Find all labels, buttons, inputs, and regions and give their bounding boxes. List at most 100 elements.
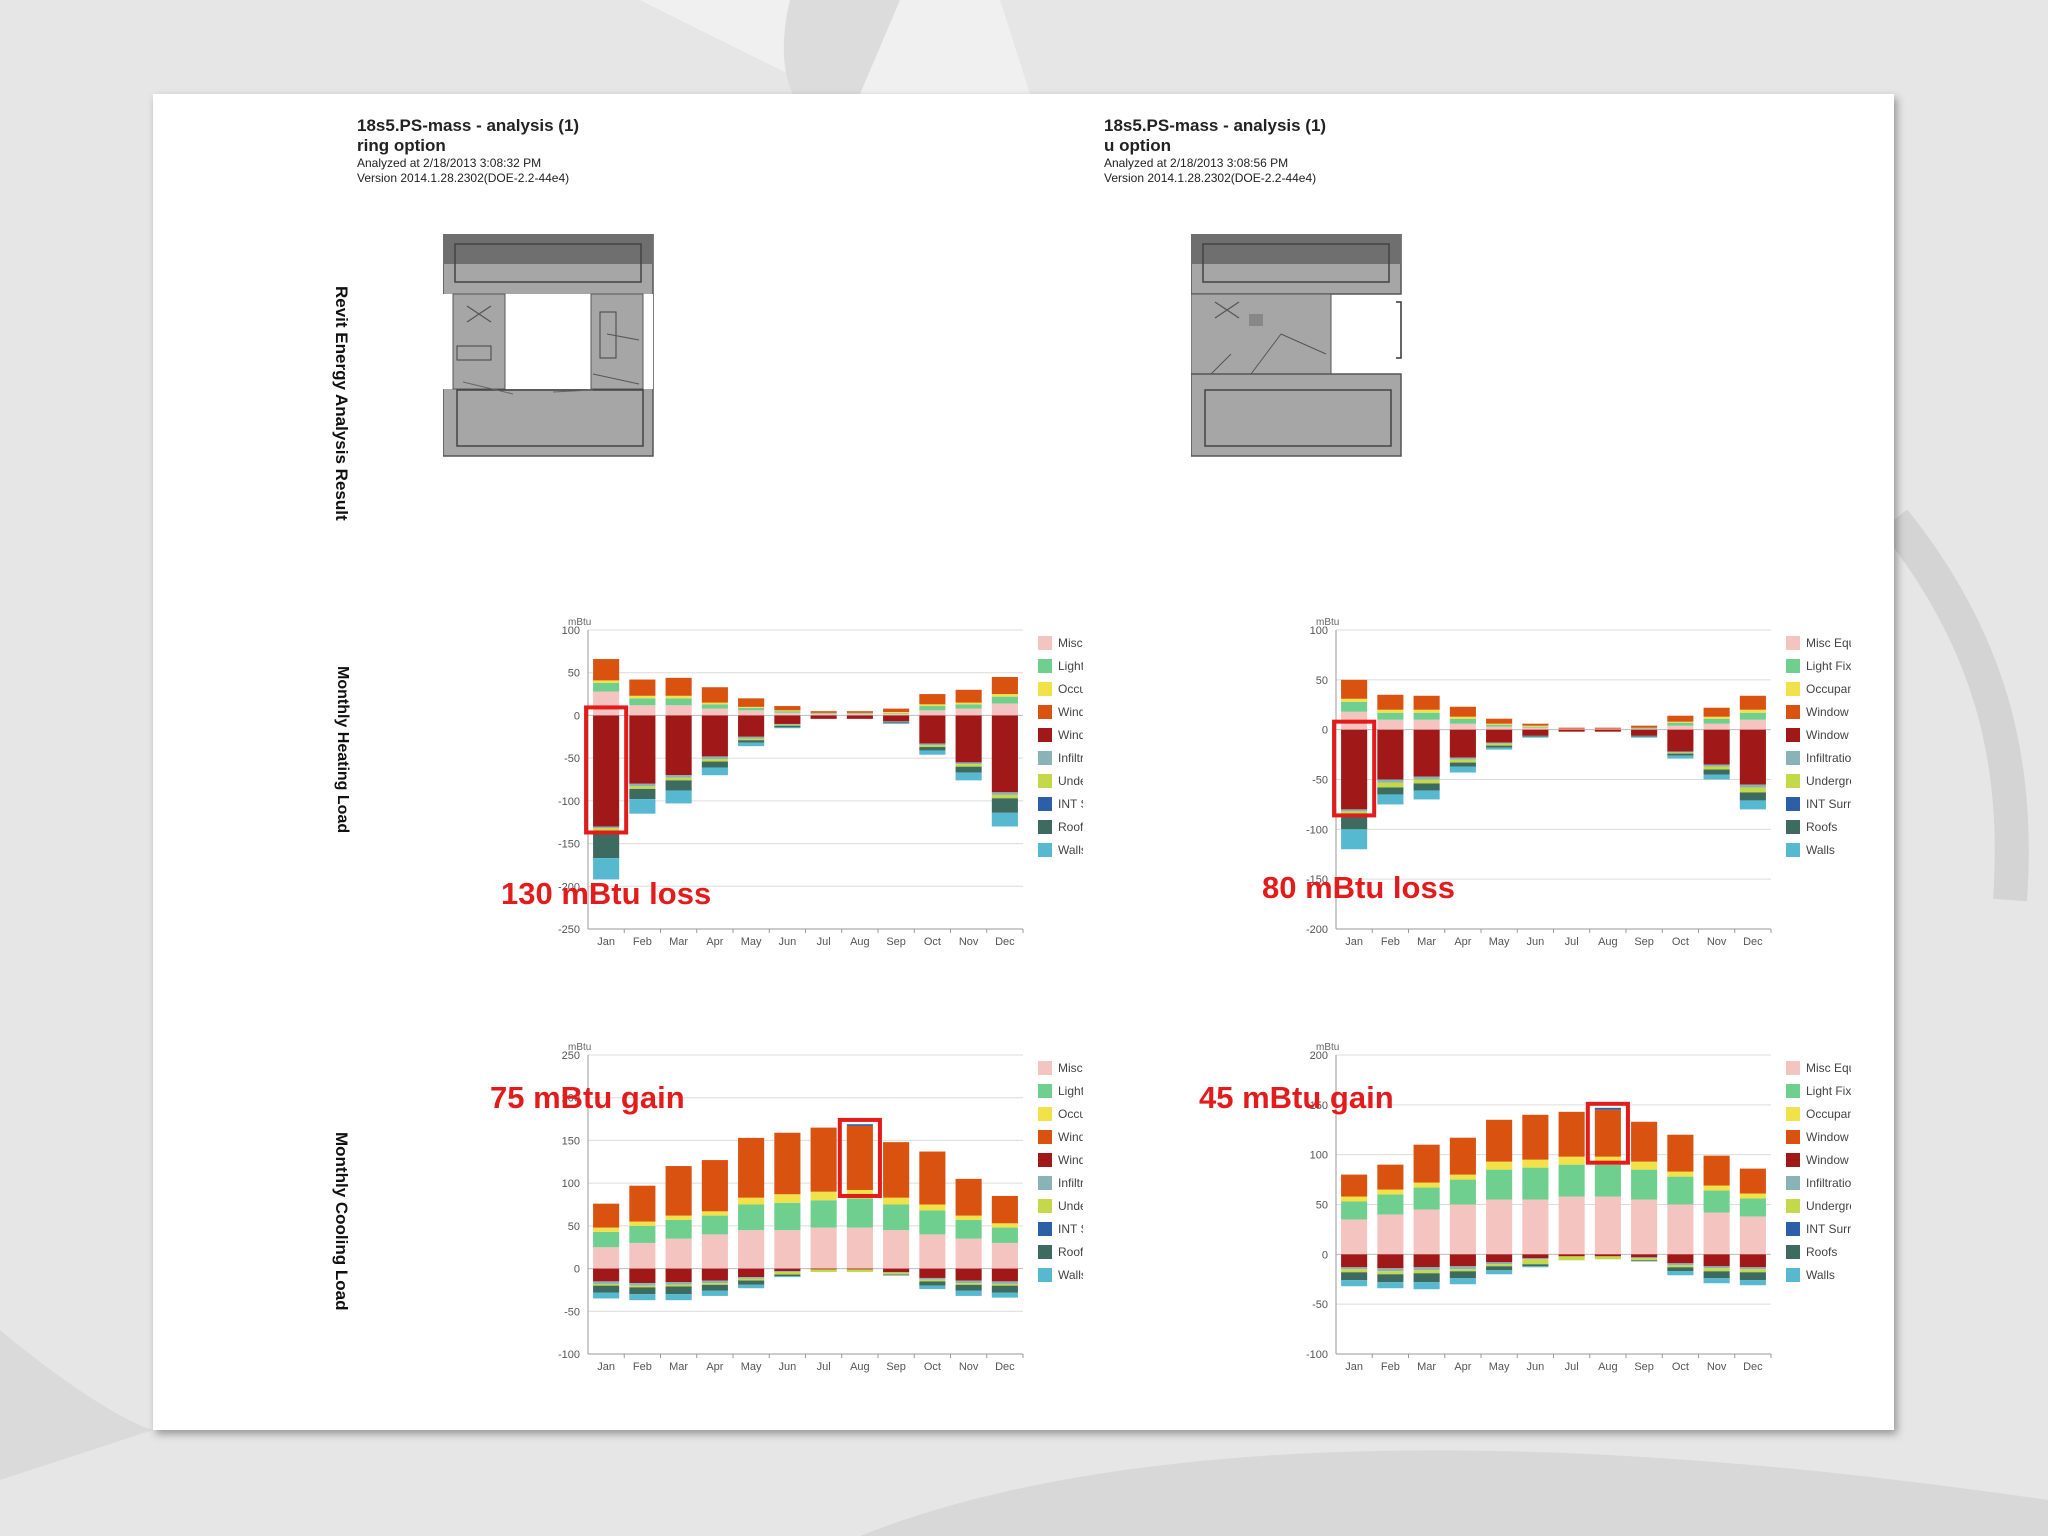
bar-window-conductive-aug	[846, 715, 873, 719]
bar-occupants-jun	[1522, 1159, 1549, 1168]
bar-underground-surroundings-jan	[1341, 1269, 1368, 1273]
bar-light-fixtures-jul	[810, 712, 837, 714]
x-tick-label: Feb	[1381, 936, 1400, 948]
bar-window-solar-mar	[1413, 695, 1440, 710]
legend-label-window-solar: Window Sola	[1806, 1130, 1851, 1144]
bar-window-solar-oct	[919, 1151, 946, 1205]
bar-misc-equipment-dec	[991, 703, 1018, 716]
bar-underground-surroundings-dec	[991, 794, 1018, 799]
bar-light-fixtures-dec	[1739, 1198, 1766, 1217]
x-tick-label: Dec	[1743, 936, 1763, 948]
x-tick-label: Aug	[1598, 1361, 1618, 1373]
bar-misc-equipment-dec	[991, 1242, 1018, 1269]
bar-walls-dec	[1739, 1280, 1766, 1286]
legend-label-underground-surroundings: Underground	[1806, 774, 1851, 788]
bar-occupants-oct	[919, 1204, 946, 1211]
bar-window-solar-aug	[846, 1125, 873, 1190]
bar-window-solar-feb	[1377, 1164, 1404, 1190]
bar-window-solar-nov	[955, 689, 982, 703]
legend-label-infiltration: Infiltration	[1806, 751, 1851, 765]
bar-infiltration-feb	[629, 1283, 656, 1286]
bar-window-solar-jun	[774, 706, 801, 711]
x-tick-label: Sep	[886, 1361, 906, 1373]
bar-window-solar-apr	[701, 1160, 728, 1212]
bar-underground-surroundings-jul	[810, 1269, 837, 1272]
bar-window-conductive-dec	[991, 1268, 1018, 1282]
bar-occupants-dec	[1739, 1193, 1766, 1199]
bar-misc-equipment-aug	[846, 1227, 873, 1269]
bar-light-fixtures-mar	[1413, 712, 1440, 720]
legend-label-occupants: Occupants	[1806, 682, 1851, 696]
bar-window-solar-oct	[1667, 1134, 1694, 1172]
bar-roofs-dec	[1739, 1272, 1766, 1281]
bar-light-fixtures-jul	[810, 1200, 837, 1228]
bar-roofs-jan	[593, 832, 620, 859]
header-u-option: 18s5.PS-mass - analysis (1) u option Ana…	[1104, 116, 1326, 186]
bar-walls-jun	[774, 1276, 801, 1278]
bar-light-fixtures-nov	[1703, 1190, 1730, 1213]
bar-misc-equipment-feb	[629, 705, 656, 716]
y-tick-label: 50	[568, 668, 580, 680]
bar-window-conductive-nov	[955, 1268, 982, 1281]
bar-light-fixtures-may	[738, 1204, 765, 1231]
bar-window-conductive-nov	[1703, 1254, 1730, 1267]
bar-misc-equipment-aug	[1594, 728, 1621, 730]
bar-underground-surroundings-nov	[955, 1283, 982, 1285]
bar-underground-surroundings-nov	[1703, 766, 1730, 770]
bar-infiltration-oct	[919, 1277, 946, 1280]
legend-swatch-light-fixtures	[1786, 659, 1800, 673]
bar-occupants-mar	[665, 1215, 692, 1220]
bar-infiltration-oct	[1667, 751, 1694, 753]
bar-underground-surroundings-feb	[1377, 1271, 1404, 1275]
bar-window-conductive-feb	[1377, 729, 1404, 780]
bar-window-conductive-oct	[1667, 1254, 1694, 1264]
y-tick-label: 150	[562, 1135, 580, 1147]
bar-occupants-jan	[593, 1227, 620, 1232]
bar-window-conductive-jul	[1558, 729, 1585, 732]
bar-occupants-may	[1486, 1161, 1513, 1170]
bar-window-solar-may	[1486, 718, 1513, 724]
bar-underground-surroundings-nov	[955, 764, 982, 767]
bar-light-fixtures-dec	[991, 696, 1018, 704]
bar-light-fixtures-apr	[701, 1215, 728, 1235]
x-tick-label: Jan	[597, 1361, 615, 1373]
bar-underground-surroundings-nov	[1703, 1268, 1730, 1272]
y-tick-label: 100	[562, 625, 580, 637]
x-tick-label: Oct	[1672, 936, 1689, 948]
bar-infiltration-may	[738, 1277, 765, 1279]
callout-heating-u: 80 mBtu loss	[1262, 870, 1455, 905]
bar-infiltration-apr	[701, 1280, 728, 1284]
legend-label-walls: Walls	[1058, 843, 1083, 857]
bar-walls-mar	[665, 790, 692, 804]
y-tick-label: 200	[1310, 1050, 1328, 1062]
bar-window-conductive-jun	[1522, 729, 1549, 736]
bar-occupants-sep	[883, 1197, 910, 1205]
x-tick-label: Feb	[633, 936, 652, 948]
bar-window-solar-feb	[629, 679, 656, 696]
y-axis-unit-label: mBtu	[568, 617, 591, 628]
bar-infiltration-oct	[1667, 1263, 1694, 1266]
floor-plan-u-option	[1191, 234, 1402, 457]
y-tick-label: 100	[562, 1178, 580, 1190]
legend-label-occupants: Occupants	[1058, 1107, 1083, 1121]
bar-window-solar-feb	[1377, 694, 1404, 710]
x-tick-label: Nov	[1707, 1361, 1727, 1373]
bar-walls-may	[1486, 747, 1513, 750]
bar-light-fixtures-feb	[1377, 1194, 1404, 1215]
bar-roofs-jun	[774, 1274, 801, 1277]
bar-roofs-oct	[1667, 1267, 1694, 1272]
bar-light-fixtures-apr	[701, 704, 728, 709]
bar-roofs-feb	[629, 1287, 656, 1295]
bar-int-surroundings-aug	[1594, 1107, 1621, 1110]
legend-label-misc-equipment: Misc Equipment	[1058, 1061, 1083, 1075]
bar-underground-surroundings-apr	[1449, 1269, 1476, 1272]
x-tick-label: Jun	[1527, 1361, 1545, 1373]
bar-walls-apr	[1449, 1278, 1476, 1285]
bar-misc-equipment-apr	[701, 708, 728, 716]
legend-label-roofs: Roofs	[1806, 1245, 1837, 1259]
y-tick-label: -50	[564, 1306, 580, 1318]
bar-window-solar-nov	[1703, 707, 1730, 717]
highlight-box	[584, 705, 629, 835]
bar-occupants-oct	[1667, 721, 1694, 723]
y-tick-label: 50	[568, 1221, 580, 1233]
